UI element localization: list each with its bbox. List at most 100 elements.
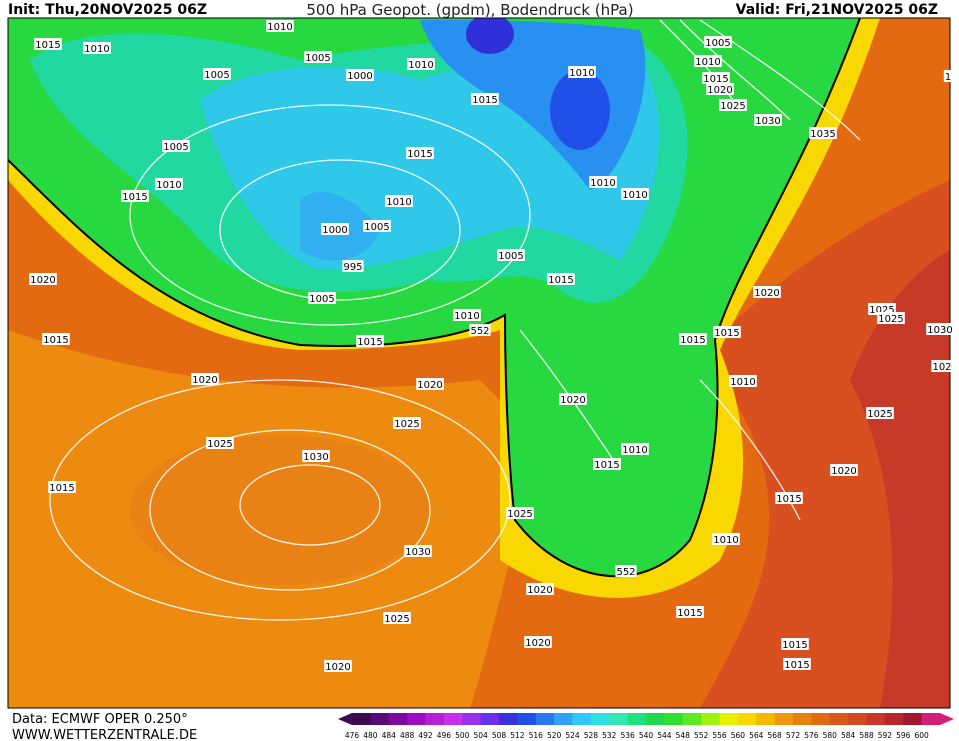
colorbar-label: 492 [418,731,433,740]
label-box [783,658,811,670]
isobar-label: 1010 [155,178,183,191]
colorbar-label: 552 [694,731,709,740]
label-box [526,583,554,595]
label-box [385,195,413,207]
label-box [206,437,234,449]
isobar-value: 1005 [498,251,523,262]
isobar-value: 1010 [695,57,720,68]
isobar-label: 1 [943,70,953,83]
isobar-value: 1010 [454,311,479,322]
label-box [713,326,741,338]
colorbar-label: 528 [584,731,599,740]
isobar-label: 1030 [404,545,432,558]
colorbar-swatch [793,713,812,725]
colorbar-label: 572 [786,731,801,740]
isobar-label: 1005 [308,292,336,305]
isobar-value: 1030 [927,325,952,336]
isobar-value: 1010 [84,44,109,55]
colorbar-swatch [829,713,849,725]
isobar-value: 1035 [810,129,835,140]
colorbar-label: 508 [492,731,507,740]
label-box [407,58,435,70]
isobar-label: 1010 [712,533,740,546]
colorbar-swatch [921,713,941,725]
label-box [342,260,364,272]
isobar-value: 1010 [267,22,292,33]
isobar-label: 1005 [497,249,525,262]
label-box [694,55,722,67]
colorbar-label: 500 [455,731,470,740]
colorbar-label: 600 [914,731,929,740]
colorbar-swatch [719,713,739,725]
colorbar-swatch [572,713,592,725]
isobar-value: 552 [470,326,489,337]
isobar-label: 1015 [775,492,803,505]
colorbar-swatch [884,713,904,725]
isobar-value: 1025 [507,509,532,520]
label-box [203,68,231,80]
isobar-label: 1005 [363,220,391,233]
isobar-label: 1015 [547,273,575,286]
isobar-label: 1025 [206,437,234,450]
isobar-label: 1005 [304,51,332,64]
label-box [506,507,534,519]
isobar-label: 1010 [83,42,111,55]
isobar-label: 1030 [302,450,330,463]
data-source: Data: ECMWF OPER 0.250° [12,712,188,727]
isobar-value: 1025 [207,439,232,450]
label-box [719,99,747,111]
label-box [809,127,837,139]
isobar-value: 1010 [590,178,615,189]
label-box [559,393,587,405]
colorbar-swatch [756,713,776,725]
colorbar-swatch [811,713,831,725]
label-box [781,638,809,650]
isobar-value: 552 [616,567,635,578]
isobar-label: 1030 [754,114,782,127]
isobar-value: 1005 [204,70,229,81]
label-box [155,178,183,190]
colorbar-swatch [517,713,537,725]
isobar-label: 1025 [877,312,905,325]
label-box [621,188,649,200]
colorbar-label: 580 [823,731,838,740]
label-box [524,636,552,648]
isobar-label: 1010 [407,58,435,71]
colorbar-swatch [480,713,500,725]
isobar-label: 1015 [406,147,434,160]
isobar-label: 1010 [621,443,649,456]
isobar-label: 1015 [34,38,62,51]
isobar-value: 1020 [325,662,350,673]
label-box [363,220,391,232]
isobar-label: 1020 [526,583,554,596]
isobar-value: 1025 [394,419,419,430]
isobar-value: 1015 [703,74,728,85]
label-box [775,492,803,504]
label-box [704,36,732,48]
colorbar-swatch [774,713,794,725]
colorbar-swatch [590,713,610,725]
label-box [547,273,575,285]
label-box [877,312,905,324]
label-box [48,481,76,493]
label-box [621,443,649,455]
isobar-label: 1010 [694,55,722,68]
colorbar-swatch [848,713,867,725]
label-box [754,114,782,126]
colorbar-swatch [646,713,665,725]
isobar-label: 1020 [416,378,444,391]
label-box [191,373,219,385]
website: WWW.WETTERZENTRALE.DE [12,728,197,741]
label-box [346,69,374,81]
colorbar-label: 540 [639,731,654,740]
isobar-label: 1020 [830,464,858,477]
isobar-value: 1025 [867,409,892,420]
colorbar-label: 488 [400,731,415,740]
isobar-label: 1010 [589,176,617,189]
isobar-value: 1015 [407,149,432,160]
label-box [302,450,330,462]
label-box [304,51,332,63]
label-box [83,42,111,54]
label-box [830,464,858,476]
colorbar-label: 576 [804,731,819,740]
